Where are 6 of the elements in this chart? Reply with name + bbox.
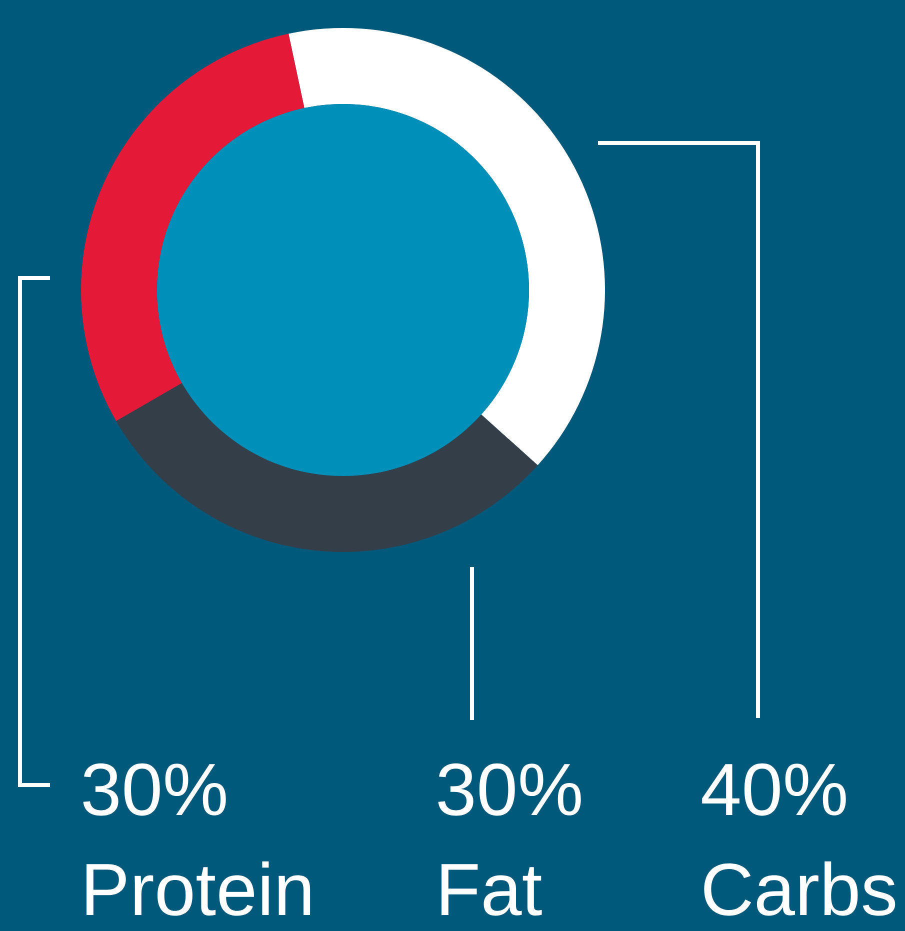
data-label: 30% xyxy=(438,763,581,816)
slice-label: Protein xyxy=(86,861,310,916)
data-label: 30% xyxy=(83,763,226,816)
slice-label: Fat xyxy=(441,864,542,916)
slice-label: Carbs xyxy=(704,861,896,916)
data-label: 40% xyxy=(702,763,846,816)
